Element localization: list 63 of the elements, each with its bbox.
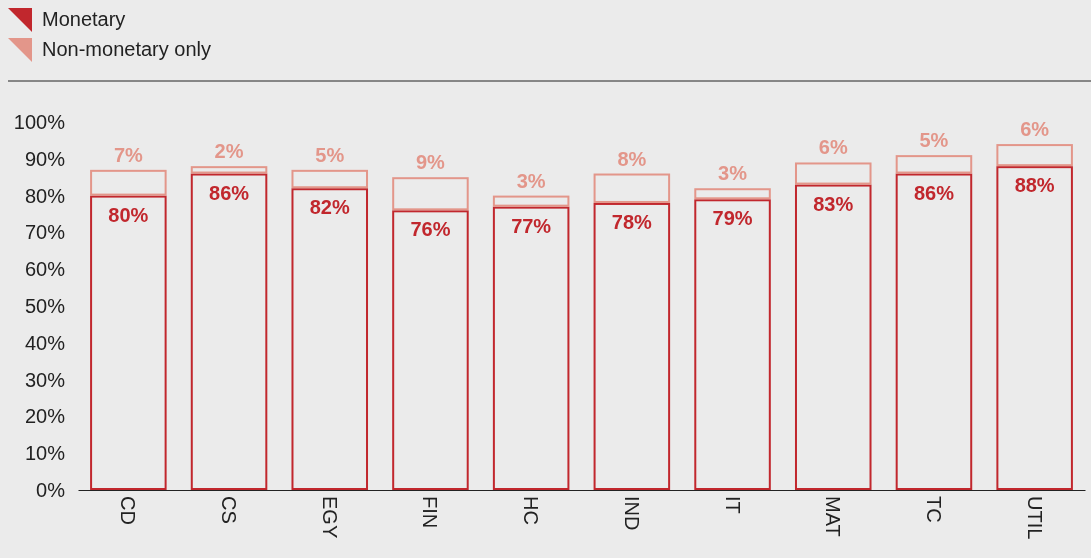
x-tick-label: IT	[721, 496, 744, 514]
x-tick-label: HC	[520, 496, 543, 525]
data-label: 78%	[611, 210, 653, 233]
y-tick-label: 90%	[24, 147, 66, 170]
data-label: 80%	[108, 203, 149, 226]
bar	[291, 188, 369, 490]
x-tick-label: IND	[620, 496, 643, 531]
bar	[392, 177, 469, 211]
data-label: 76%	[410, 218, 451, 241]
bar	[794, 184, 872, 490]
x-tick-label: MAT	[822, 496, 845, 537]
data-label: 3%	[516, 169, 546, 192]
legend-label: Monetary	[42, 8, 126, 30]
y-tick-label: 20%	[24, 405, 66, 428]
x-tick-label: EGY	[318, 496, 341, 539]
y-tick-label: 100%	[13, 110, 66, 133]
bar	[90, 169, 167, 196]
x-tick-label: CS	[218, 496, 241, 524]
data-label: 86%	[913, 181, 955, 204]
data-label: 83%	[813, 192, 854, 215]
bar	[794, 162, 872, 185]
bar	[593, 202, 671, 490]
bar	[593, 173, 671, 203]
bar	[895, 173, 973, 490]
y-tick-label: 50%	[24, 294, 66, 317]
y-tick-label: 80%	[24, 184, 66, 207]
bar	[895, 155, 973, 174]
bar	[190, 166, 268, 174]
bar	[694, 199, 771, 490]
y-tick-label: 0%	[36, 478, 66, 501]
bar	[291, 169, 369, 189]
y-tick-label: 60%	[24, 258, 66, 281]
bar	[392, 210, 469, 490]
data-label: 2%	[214, 140, 244, 163]
data-label: 6%	[818, 136, 848, 159]
y-tick-label: 30%	[24, 368, 66, 391]
data-label: 82%	[309, 196, 350, 219]
x-tick-label: UTIL	[1023, 496, 1046, 540]
bar	[694, 188, 771, 200]
data-label: 86%	[209, 181, 250, 204]
data-label: 9%	[416, 151, 446, 174]
y-tick-label: 70%	[24, 221, 66, 244]
data-label: 8%	[617, 147, 647, 170]
legend-label: Non-monetary only	[42, 38, 211, 60]
data-label: 7%	[113, 143, 144, 166]
x-tick-label: TC	[922, 496, 945, 523]
data-label: 5%	[919, 129, 949, 152]
data-label: 5%	[315, 143, 345, 166]
data-label: 6%	[1020, 118, 1050, 141]
bar	[492, 195, 570, 207]
y-tick-label: 40%	[24, 331, 66, 354]
bar	[996, 144, 1073, 167]
y-tick-label: 10%	[24, 442, 66, 465]
data-label: 79%	[712, 207, 753, 230]
data-label: 88%	[1014, 174, 1055, 197]
bar	[996, 166, 1073, 490]
data-label: 3%	[718, 162, 748, 185]
data-label: 77%	[511, 214, 552, 237]
bar	[90, 195, 167, 490]
bar	[492, 206, 570, 490]
x-tick-label: CD	[117, 496, 140, 525]
x-tick-label: FIN	[419, 496, 442, 529]
bar	[190, 173, 268, 490]
